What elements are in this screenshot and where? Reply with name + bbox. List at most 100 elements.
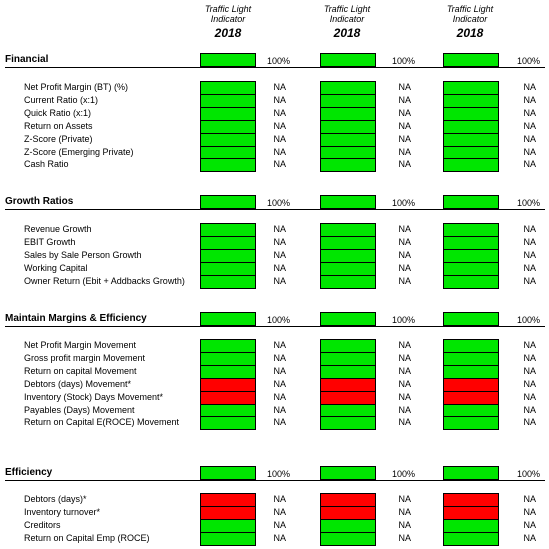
status-cell [443,312,499,326]
cell-value: NA [398,133,411,144]
section-title: Financial [5,54,49,65]
status-cell [320,235,376,250]
status-cell [443,106,499,121]
cell-value: NA [398,519,411,530]
cell-value: NA [523,262,536,273]
cell-value: NA [273,519,286,530]
status-cell [443,158,499,173]
status-cell [320,403,376,418]
status-cell [443,145,499,160]
status-cell [200,53,256,67]
status-cell [320,416,376,431]
column-year: 2018 [456,26,484,40]
section-total: 100% [516,56,540,66]
row-label: Owner Return (Ebit + Addbacks Growth) [24,275,185,286]
cell-value: NA [273,378,286,389]
status-cell [320,339,376,353]
row-label: Sales by Sale Person Growth [24,249,142,260]
status-cell [443,81,499,95]
cell-value: NA [273,275,286,286]
status-cell [320,518,376,533]
section-total: 100% [391,469,415,479]
cell-value: NA [523,107,536,118]
status-cell [443,274,499,289]
status-cell [443,53,499,67]
row-label: Debtors (days) Movement* [24,378,132,389]
cell-value: NA [523,275,536,286]
row-label: Working Capital [24,262,88,273]
cell-value: NA [273,391,286,402]
cell-value: NA [523,120,536,131]
status-cell [320,377,376,392]
status-cell [200,416,256,431]
section-total: 100% [516,469,540,479]
cell-value: NA [273,494,286,504]
cell-value: NA [523,391,536,402]
section-rule [5,326,545,327]
row-label: Z-Score (Private) [24,133,93,144]
cell-value: NA [523,494,536,504]
status-cell [320,466,376,480]
cell-value: NA [523,133,536,144]
cell-value: NA [398,494,411,504]
row-label: Inventory (Stock) Days Movement* [24,391,164,402]
status-cell [320,364,376,379]
row-label: Z-Score (Emerging Private) [24,146,134,157]
cell-value: NA [273,133,286,144]
cell-value: NA [398,352,411,363]
section-total: 100% [266,198,290,208]
status-cell [443,403,499,418]
cell-value: NA [523,352,536,363]
column-year: 2018 [333,26,361,40]
cell-value: NA [523,159,536,170]
status-cell [443,261,499,276]
row-label: Payables (Days) Movement [24,404,135,415]
cell-value: NA [273,365,286,376]
section-total: 100% [516,315,540,325]
cell-value: NA [273,417,286,428]
status-cell [320,248,376,263]
status-cell [320,119,376,134]
status-cell [200,274,256,289]
cell-value: NA [273,120,286,131]
status-cell [443,531,499,546]
cell-value: NA [273,107,286,118]
cell-value: NA [273,352,286,363]
cell-value: NA [273,262,286,273]
cell-value: NA [523,378,536,389]
status-cell [320,132,376,147]
section-total: 100% [266,56,290,66]
status-cell [443,119,499,134]
row-label: Return on Capital Emp (ROCE) [24,532,150,543]
cell-value: NA [398,391,411,402]
status-cell [200,312,256,326]
section-total: 100% [266,315,290,325]
cell-value: NA [398,107,411,118]
row-label: Gross profit margin Movement [24,352,146,363]
cell-value: NA [398,82,411,92]
cell-value: NA [398,159,411,170]
row-label: EBIT Growth [24,236,76,247]
cell-value: NA [273,224,286,234]
cell-value: NA [523,340,536,350]
cell-value: NA [523,417,536,428]
row-label: Debtors (days)* [24,494,87,504]
status-cell [443,416,499,431]
cell-value: NA [398,532,411,543]
status-cell [200,195,256,209]
cell-value: NA [398,249,411,260]
row-label: Net Profit Margin (BT) (%) [24,82,129,92]
cell-value: NA [273,506,286,517]
status-cell [320,145,376,160]
status-cell [320,261,376,276]
cell-value: NA [523,82,536,92]
row-label: Return on Assets [24,120,93,131]
column-title: Traffic Light Indicator [446,4,494,24]
status-cell [443,466,499,480]
status-cell [443,235,499,250]
column-title: Traffic Light Indicator [323,4,371,24]
cell-value: NA [523,236,536,247]
section-title: Efficiency [5,467,53,478]
row-label: Return on capital Movement [24,365,137,376]
cell-value: NA [273,404,286,415]
